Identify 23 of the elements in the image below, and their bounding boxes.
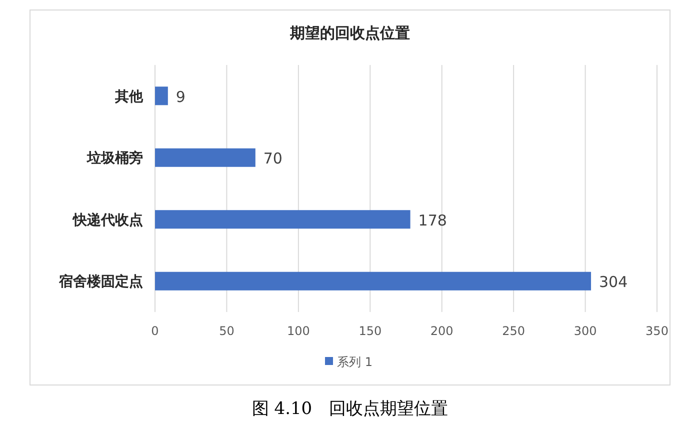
x-tick-label: 50 [219, 324, 234, 338]
y-tick-label: 其他 [114, 88, 144, 105]
x-tick-label: 300 [574, 324, 597, 338]
bar [155, 272, 592, 290]
y-tick-label: 垃圾桶旁 [86, 150, 143, 167]
x-tick-label: 0 [151, 324, 159, 338]
data-label: 178 [418, 211, 447, 230]
caption: 图 4.10 回收点期望位置 [252, 399, 448, 419]
x-tick-label: 250 [502, 324, 526, 338]
data-label: 70 [263, 150, 282, 168]
data-label: 304 [599, 273, 628, 292]
x-tick-label: 100 [286, 324, 310, 338]
x-tick-label: 200 [430, 324, 454, 338]
data-label: 9 [176, 88, 186, 106]
chart-title: 期望的回收点位置 [289, 24, 410, 42]
x-tick-label: 350 [646, 324, 668, 338]
x-tick-label: 150 [358, 324, 382, 338]
bar [155, 86, 168, 106]
bar [155, 148, 256, 167]
legend-label: 系列 1 [337, 355, 372, 369]
y-tick-label: 宿舍楼固定点 [58, 273, 143, 290]
y-tick-label: 快递代收点 [72, 211, 143, 228]
bar [155, 210, 410, 229]
